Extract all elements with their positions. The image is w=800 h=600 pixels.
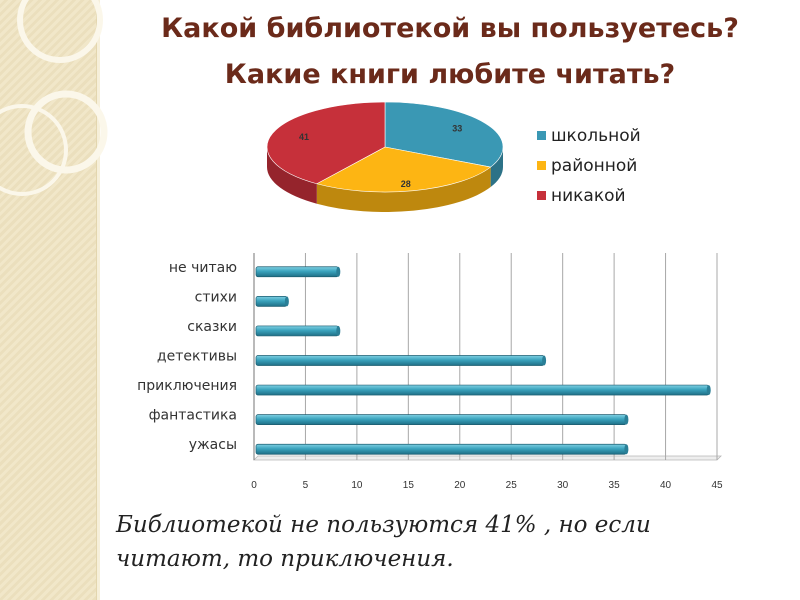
bar-cap-4 [706, 385, 711, 396]
category-label-6: ужасы [189, 437, 237, 453]
x-tick-label-5: 25 [506, 480, 518, 491]
books-bar-chart: 0 5 10 15 20 25 30 35 40 45 не читаю стихи сказки дет… [137, 253, 723, 491]
legend-swatch-1 [537, 161, 546, 170]
decorative-divider [96, 0, 100, 600]
bar-cap-6 [624, 444, 629, 455]
pie-data-label-2: 41 [299, 132, 309, 142]
category-label-4: приключения [137, 378, 237, 394]
pie-slice-2 [266, 101, 386, 185]
pie-slice-side-0 [490, 147, 503, 188]
pie-slice-side-1 [316, 167, 491, 212]
category-label-2: сказки [187, 319, 237, 335]
bar-4 [255, 384, 710, 396]
x-tick-label-3: 15 [403, 480, 415, 491]
bar-5 [255, 414, 627, 425]
decorative-circles [0, 0, 108, 196]
legend-label-2: никакой [551, 186, 626, 206]
plot-floor [253, 455, 722, 461]
x-tick-label-6: 30 [557, 480, 569, 491]
library-pie-chart: 33 28 41 школьной районной никакой [266, 101, 641, 212]
bar-cap-2 [336, 325, 341, 336]
title-line-1: Какой библиотекой вы пользуетесь? [161, 13, 739, 44]
bar-6 [255, 443, 627, 455]
title-line-2: Какие книги любите читать? [224, 59, 676, 90]
bar-cap-3 [542, 355, 547, 366]
slide-title: Какой библиотекой вы пользуетесь? Какие … [100, 6, 800, 98]
bar-2 [255, 325, 339, 337]
bar-1 [255, 296, 288, 307]
caption-line-2: читают, то приключения. [116, 546, 454, 572]
pie-data-label-0: 33 [452, 124, 462, 134]
x-tick-label-9: 45 [711, 480, 723, 491]
bar-3 [255, 355, 545, 366]
caption: Библиотекой не пользуются 41% , но если … [116, 508, 756, 576]
pie-slice-1 [316, 146, 492, 193]
category-label-1: стихи [195, 289, 237, 305]
pie-data-label-1: 28 [401, 179, 411, 189]
x-tick-label-1: 5 [303, 480, 309, 491]
category-label-0: не читаю [169, 260, 237, 276]
pie-slice-side-2 [267, 147, 317, 204]
category-label-5: фантастика [149, 408, 237, 424]
legend-swatch-2 [537, 191, 546, 200]
bar-0 [255, 266, 339, 278]
x-tick-label-8: 40 [660, 480, 672, 491]
category-label-3: детективы [157, 349, 237, 365]
pie-slice-0 [384, 101, 504, 168]
legend-label-1: районной [551, 156, 637, 176]
x-tick-label-7: 35 [609, 480, 621, 491]
legend-swatch-0 [537, 131, 546, 140]
bar-cap-1 [284, 296, 289, 307]
caption-line-1: Библиотекой не пользуются 41% , но если [116, 512, 651, 538]
x-tick-label-4: 20 [454, 480, 466, 491]
bar-cap-5 [624, 414, 629, 425]
x-tick-label-2: 10 [351, 480, 363, 491]
x-tick-label-0: 0 [251, 480, 257, 491]
bar-cap-0 [336, 266, 341, 277]
legend-label-0: школьной [551, 126, 641, 146]
